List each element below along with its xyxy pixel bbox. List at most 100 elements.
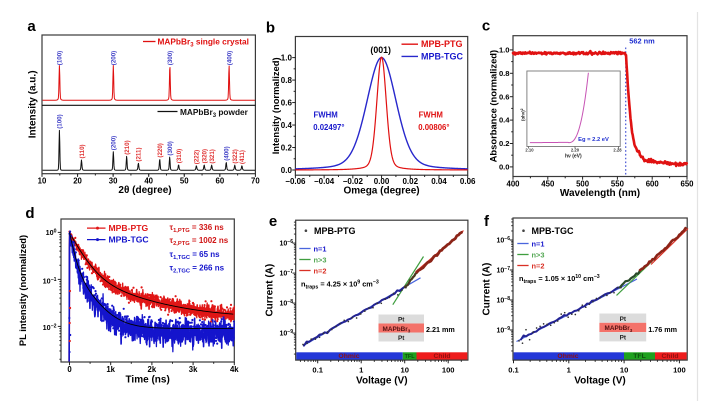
svg-text:d: d bbox=[25, 205, 34, 222]
svg-text:1.0: 1.0 bbox=[281, 53, 293, 62]
svg-text:10−8: 10−8 bbox=[496, 296, 510, 305]
svg-text:(300): (300) bbox=[167, 141, 174, 155]
svg-text:(400): (400) bbox=[226, 51, 233, 65]
svg-text:10−9: 10−9 bbox=[279, 329, 293, 338]
svg-text:n>3: n>3 bbox=[314, 255, 327, 264]
svg-text:MPB-PTG: MPB-PTG bbox=[314, 226, 356, 236]
svg-text:Ohmic: Ohmic bbox=[557, 353, 578, 360]
svg-text:3k: 3k bbox=[189, 365, 198, 374]
svg-text:0.1: 0.1 bbox=[508, 365, 519, 374]
svg-text:Omega (degree): Omega (degree) bbox=[343, 186, 419, 197]
svg-text:MPB-TGC: MPB-TGC bbox=[109, 234, 149, 244]
svg-text:MPB-TGC: MPB-TGC bbox=[532, 226, 574, 236]
svg-text:(100): (100) bbox=[57, 114, 64, 128]
svg-text:4k: 4k bbox=[230, 365, 239, 374]
svg-text:0.2: 0.2 bbox=[281, 143, 293, 152]
svg-text:0.4: 0.4 bbox=[281, 121, 293, 130]
svg-text:10−6: 10−6 bbox=[496, 236, 510, 245]
svg-text:Pt: Pt bbox=[620, 316, 627, 323]
svg-text:n=1: n=1 bbox=[314, 244, 327, 253]
svg-text:10−7: 10−7 bbox=[496, 266, 510, 275]
svg-text:10−2: 10−2 bbox=[43, 323, 57, 332]
svg-text:1.0: 1.0 bbox=[499, 46, 510, 55]
svg-text:n=2: n=2 bbox=[314, 266, 327, 275]
svg-text:100: 100 bbox=[46, 228, 57, 237]
svg-text:c: c bbox=[482, 18, 490, 35]
svg-text:10−6: 10−6 bbox=[279, 239, 293, 248]
svg-text:50: 50 bbox=[180, 177, 189, 186]
svg-text:0.8: 0.8 bbox=[281, 76, 293, 85]
svg-text:n=1: n=1 bbox=[532, 239, 545, 248]
svg-text:40: 40 bbox=[144, 177, 153, 186]
svg-text:0.0: 0.0 bbox=[281, 166, 293, 175]
svg-text:Current (A): Current (A) bbox=[482, 263, 493, 316]
svg-text:10−1: 10−1 bbox=[43, 277, 57, 286]
svg-text:ntraps = 4.25 × 109 cm−3: ntraps = 4.25 × 109 cm−3 bbox=[301, 280, 379, 291]
svg-text:n=2: n=2 bbox=[532, 261, 545, 270]
svg-text:0.02: 0.02 bbox=[402, 177, 418, 186]
svg-text:60: 60 bbox=[215, 177, 224, 186]
svg-text:0.0: 0.0 bbox=[499, 163, 510, 172]
svg-text:550: 550 bbox=[611, 179, 625, 188]
svg-text:500: 500 bbox=[576, 179, 590, 188]
svg-text:Child: Child bbox=[434, 353, 451, 360]
svg-text:τ2,PTG = 1002 ns: τ2,PTG = 1002 ns bbox=[170, 236, 229, 247]
svg-text:e: e bbox=[269, 213, 277, 230]
svg-text:Pt: Pt bbox=[398, 335, 405, 342]
svg-text:−0.02: −0.02 bbox=[343, 177, 364, 186]
svg-text:0.6: 0.6 bbox=[281, 98, 293, 107]
svg-text:70: 70 bbox=[251, 177, 260, 186]
svg-text:MPB-TGC: MPB-TGC bbox=[421, 51, 463, 61]
svg-text:MPB-PTG: MPB-PTG bbox=[109, 223, 149, 233]
svg-text:(001): (001) bbox=[370, 45, 391, 55]
svg-text:2θ (degree): 2θ (degree) bbox=[118, 185, 171, 196]
svg-text:450: 450 bbox=[541, 179, 555, 188]
svg-text:0.6: 0.6 bbox=[499, 92, 510, 101]
svg-text:Voltage (V): Voltage (V) bbox=[356, 375, 407, 386]
svg-text:2.21 mm: 2.21 mm bbox=[426, 325, 455, 334]
svg-text:0.8: 0.8 bbox=[499, 69, 510, 78]
svg-text:TFL: TFL bbox=[633, 353, 645, 360]
svg-text:Absorbance (normalized): Absorbance (normalized) bbox=[488, 50, 499, 163]
svg-text:30: 30 bbox=[109, 177, 118, 186]
svg-text:10: 10 bbox=[38, 177, 47, 186]
svg-text:562 nm: 562 nm bbox=[629, 37, 655, 46]
svg-text:Intensity (normalized): Intensity (normalized) bbox=[270, 57, 281, 154]
svg-text:τ2,TGC = 266 ns: τ2,TGC = 266 ns bbox=[170, 264, 225, 275]
svg-text:MAPbBr3 single crystal: MAPbBr3 single crystal bbox=[158, 37, 249, 49]
svg-text:100: 100 bbox=[673, 365, 686, 374]
svg-text:(321): (321) bbox=[209, 149, 216, 163]
svg-text:Pt: Pt bbox=[620, 335, 627, 342]
svg-text:(100): (100) bbox=[57, 51, 64, 65]
svg-text:0.06: 0.06 bbox=[460, 177, 476, 186]
svg-text:Intensity (a.u.): Intensity (a.u.) bbox=[28, 70, 39, 138]
svg-text:PL intensity (normalized): PL intensity (normalized) bbox=[17, 235, 28, 346]
svg-text:Ohmic: Ohmic bbox=[338, 353, 359, 360]
svg-text:Eg = 2.2 eV: Eg = 2.2 eV bbox=[578, 137, 609, 143]
svg-text:MAPbBr3: MAPbBr3 bbox=[383, 326, 411, 334]
svg-text:Pt: Pt bbox=[398, 317, 405, 324]
svg-text:1k: 1k bbox=[106, 365, 115, 374]
svg-text:(310): (310) bbox=[176, 149, 183, 163]
svg-text:10−9: 10−9 bbox=[496, 326, 510, 335]
svg-text:10−7: 10−7 bbox=[279, 269, 293, 278]
svg-text:10: 10 bbox=[400, 365, 408, 374]
svg-text:0.00806°: 0.00806° bbox=[418, 123, 449, 132]
svg-text:0.02497°: 0.02497° bbox=[313, 123, 344, 132]
svg-text:(200): (200) bbox=[111, 51, 118, 65]
svg-text:(211): (211) bbox=[136, 147, 143, 161]
svg-text:(322): (322) bbox=[232, 149, 239, 163]
svg-text:0.1: 0.1 bbox=[312, 365, 323, 374]
svg-text:−0.06: −0.06 bbox=[285, 177, 306, 186]
svg-text:0.00: 0.00 bbox=[374, 177, 390, 186]
svg-text:Wavelength (nm): Wavelength (nm) bbox=[560, 188, 640, 199]
svg-text:400: 400 bbox=[506, 179, 520, 188]
svg-text:2.28: 2.28 bbox=[613, 148, 622, 153]
svg-text:hν (eV): hν (eV) bbox=[565, 154, 582, 160]
svg-text:10−8: 10−8 bbox=[279, 299, 293, 308]
svg-text:FWHM: FWHM bbox=[419, 111, 443, 120]
svg-text:a: a bbox=[27, 18, 36, 35]
svg-text:b: b bbox=[266, 20, 275, 37]
svg-text:MPB-PTG: MPB-PTG bbox=[421, 39, 463, 49]
svg-text:f: f bbox=[484, 213, 490, 230]
